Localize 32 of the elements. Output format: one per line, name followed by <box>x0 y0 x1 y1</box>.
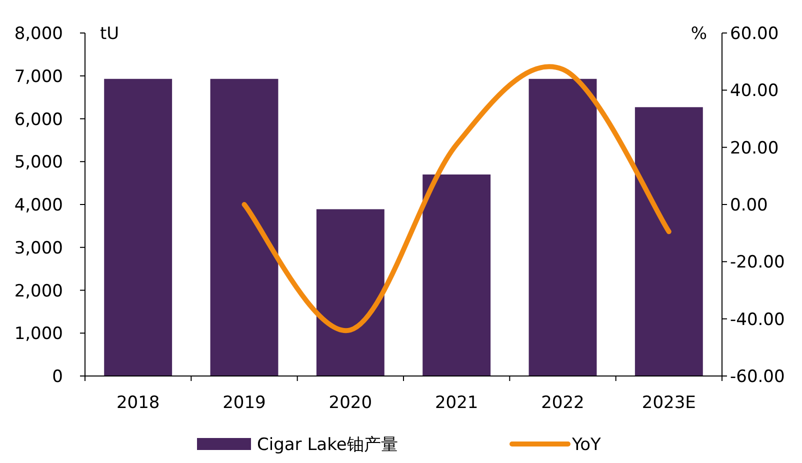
bar <box>528 78 597 376</box>
bar <box>422 174 491 376</box>
y2-tick-label: -20.00 <box>730 252 785 273</box>
y2-tick-label: -40.00 <box>730 310 785 330</box>
y2-tick-label: 0.00 <box>730 196 768 216</box>
y-tick-label: 3,000 <box>14 238 63 258</box>
legend-label: YoY <box>571 435 602 455</box>
bar <box>634 107 703 376</box>
x-tick-label: 2019 <box>222 393 266 413</box>
y-tick-label: 8,000 <box>14 24 63 44</box>
x-tick-label: 2018 <box>116 393 160 413</box>
bar <box>104 78 172 376</box>
x-tick-label: 2020 <box>328 393 372 413</box>
y-axis-title: tU <box>100 24 120 44</box>
x-tick-label: 2022 <box>541 393 584 413</box>
y-tick-label: 2,000 <box>14 281 63 302</box>
bar <box>210 78 278 376</box>
y-tick-label: 7,000 <box>14 66 63 87</box>
y2-tick-label: 40.00 <box>730 81 779 102</box>
y-tick-label: 0 <box>52 367 63 387</box>
bar <box>316 209 384 376</box>
y-tick-label: 6,000 <box>14 110 63 130</box>
y-tick-label: 5,000 <box>14 152 63 173</box>
y2-axis-title: % <box>690 24 707 44</box>
y2-tick-label: 60.00 <box>730 24 779 44</box>
y-tick-label: 4,000 <box>14 196 63 216</box>
legend-label: Cigar Lake铀产量 <box>257 435 398 455</box>
x-tick-label: 2021 <box>434 393 478 413</box>
y2-tick-label: -60.00 <box>730 367 785 387</box>
y2-tick-label: 20.00 <box>730 138 779 158</box>
x-tick-label: 2023E <box>642 393 696 413</box>
y-tick-label: 1,000 <box>14 324 63 344</box>
